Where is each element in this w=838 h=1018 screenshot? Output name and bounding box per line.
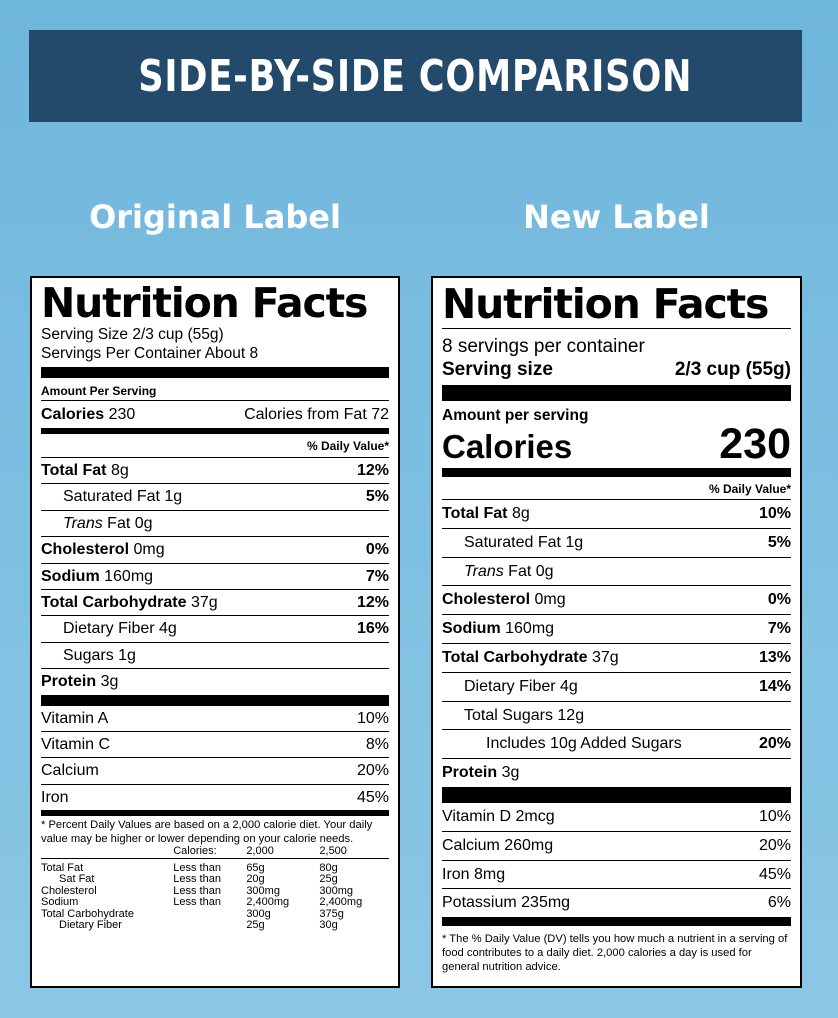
nutrient-row-total-sugars: Total Sugars 12g	[442, 700, 791, 730]
amount-per-serving: Amount Per Serving	[41, 384, 157, 398]
calories-from-fat: Calories from Fat 72	[244, 406, 389, 423]
vitamin-row-calcium: Calcium 20%	[41, 757, 389, 783]
calories-value: 230	[108, 406, 136, 423]
nutrient-row-saturated-fat: Saturated Fat 1g 5%	[442, 527, 791, 557]
footnote: * Percent Daily Values are based on a 2,…	[41, 819, 373, 845]
amount-per-serving: Amount per serving	[442, 407, 589, 424]
thick-divider	[442, 786, 791, 803]
medium-divider	[442, 917, 791, 927]
nutrient-row-dietary-fiber: Dietary Fiber 4g 16%	[41, 615, 389, 641]
calories-label: Calories	[41, 406, 105, 423]
footnote: * The % Daily Value (DV) tells you how m…	[442, 933, 788, 974]
serving-size-label: Serving size	[442, 359, 553, 380]
vitamin-row-iron: Iron 8mg 45%	[442, 859, 791, 889]
nutrient-row-total-carbohydrate: Total Carbohydrate 37g 12%	[41, 588, 389, 615]
nutrient-row-trans-fat: Trans Fat 0g	[442, 556, 791, 586]
calories-label: Calories	[442, 428, 573, 465]
servings-per-container: Servings Per Container About 8	[41, 345, 259, 362]
nutrient-row-cholesterol: Cholesterol 0mg 0%	[442, 585, 791, 614]
nutrient-row-added-sugars: Includes 10g Added Sugars 20%	[442, 729, 791, 758]
nutrient-row-trans-fat: Trans Fat 0g	[41, 509, 389, 536]
nutrient-row-total-fat: Total Fat 8g 12%	[41, 457, 389, 483]
nutrient-row-sugars: Sugars 1g	[41, 641, 389, 668]
nutrient-row-protein: Protein 3g	[41, 668, 389, 694]
nutrient-row-cholesterol: Cholesterol 0mg 0%	[41, 536, 389, 562]
calories-value: 230	[719, 420, 791, 468]
nutrient-row-sodium: Sodium 160mg 7%	[41, 562, 389, 589]
footnote-table-row: Sodium Less than 2,400mg 2,400mg	[41, 896, 363, 909]
medium-divider	[442, 468, 791, 477]
nutrition-facts-title: Nutrition Facts	[442, 280, 769, 328]
servings-per-container: 8 servings per container	[442, 336, 645, 357]
footnote-table-row: Total Carbohydrate 300g 375g	[41, 907, 344, 920]
original-label-heading: Original Label	[89, 198, 341, 236]
footnote-table: Calories: 2,000 2,500 Total Fat Less than…	[41, 845, 389, 932]
banner-title: SIDE-BY-SIDE COMPARISON	[138, 50, 693, 102]
daily-value-header: % Daily Value*	[306, 439, 389, 453]
medium-divider	[41, 810, 389, 817]
footnote-table-row: Cholesterol Less than 300mg 300mg	[41, 884, 354, 897]
nutrient-row-total-fat: Total Fat 8g 10%	[442, 499, 791, 528]
footnote-table-row: Total Fat Less than 65g 80g	[41, 861, 338, 874]
footnote-table-row: Dietary Fiber 25g 30g	[59, 919, 338, 932]
daily-value-header: % Daily Value*	[708, 482, 791, 496]
thick-divider	[41, 367, 389, 378]
nutrient-row-sodium: Sodium 160mg 7%	[442, 614, 791, 643]
original-nutrition-label: Nutrition Facts Serving Size 2/3 cup (55…	[30, 276, 400, 988]
nutrient-row-dietary-fiber: Dietary Fiber 4g 14%	[442, 671, 791, 701]
thick-divider	[41, 694, 389, 706]
vitamin-row-iron: Iron 45%	[41, 783, 389, 810]
nutrient-row-protein: Protein 3g	[442, 758, 791, 787]
serving-size: Serving Size 2/3 cup (55g)	[41, 326, 224, 343]
vitamin-row-vitamin-d: Vitamin D 2mcg 10%	[442, 807, 791, 825]
calories-row: Calories 230 Calories from Fat 72	[41, 400, 389, 428]
vitamin-row-vitamin-c: Vitamin C 8%	[41, 730, 389, 757]
serving-size-value: 2/3 cup (55g)	[674, 359, 791, 380]
serving-size-row: Serving size 2/3 cup (55g)	[442, 358, 791, 381]
footnote-table-row: Sat Fat Less than 20g 25g	[59, 873, 338, 886]
nutrient-row-total-carbohydrate: Total Carbohydrate 37g 13%	[442, 642, 791, 672]
comparison-banner: SIDE-BY-SIDE COMPARISON	[29, 30, 802, 122]
vitamin-row-calcium: Calcium 260mg 20%	[442, 830, 791, 860]
new-label-heading: New Label	[523, 198, 710, 236]
nutrient-row-saturated-fat: Saturated Fat 1g 5%	[41, 483, 389, 509]
thick-divider	[442, 385, 791, 401]
medium-divider	[41, 428, 389, 434]
vitamin-row-vitamin-a: Vitamin A 10%	[41, 709, 389, 727]
new-nutrition-label: Nutrition Facts 8 servings per container…	[431, 276, 802, 988]
nutrition-facts-title: Nutrition Facts	[41, 279, 368, 327]
vitamin-row-potassium: Potassium 235mg 6%	[442, 888, 791, 917]
footnote-table-header: Calories: 2,000 2,500	[41, 845, 389, 859]
calories-row: Calories 230	[442, 420, 791, 468]
